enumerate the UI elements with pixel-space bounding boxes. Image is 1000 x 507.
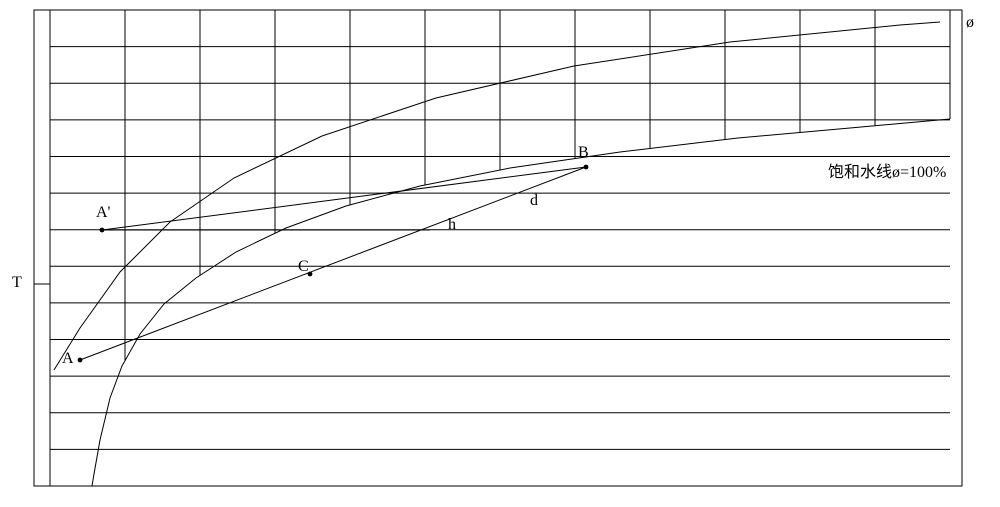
label-A: A xyxy=(62,350,74,368)
label-phi: ø xyxy=(966,14,974,32)
label-C: C xyxy=(298,258,309,276)
label-d: d xyxy=(530,192,538,210)
svg-canvas xyxy=(0,0,1000,507)
label-sat: 饱和水线ø=100% xyxy=(828,158,946,182)
label-h: h xyxy=(448,216,456,234)
label-B: B xyxy=(578,144,589,162)
label-Aprime: A' xyxy=(96,204,110,222)
label-T: T xyxy=(12,274,22,292)
psychrometric-diagram: { "canvas": { "w": 1000, "h": 507 }, "bo… xyxy=(0,0,1000,507)
